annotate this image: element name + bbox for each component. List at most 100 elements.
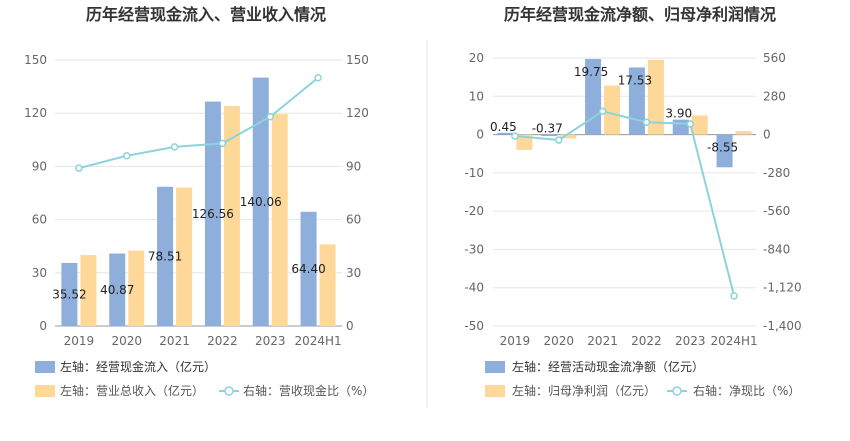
left-axis-tick-label: -40	[464, 281, 484, 295]
category-label: 2020	[543, 334, 574, 348]
legend-swatch	[485, 385, 505, 397]
right-axis-tick-label: 280	[763, 89, 786, 103]
bar-data-label: 126.56	[192, 207, 234, 221]
right-axis-tick-label: 150	[346, 53, 369, 67]
bar-secondary	[271, 114, 288, 326]
bar-primary	[204, 101, 221, 327]
ratio-point	[598, 107, 607, 116]
ratio-point	[730, 292, 738, 300]
bar-data-label: 64.40	[291, 262, 325, 276]
legend-item: 左轴：营业总收入（亿元）	[35, 383, 204, 398]
ratio-point	[511, 132, 519, 140]
right-axis-tick-label: -280	[763, 166, 790, 180]
bar-data-label: 3.90	[665, 107, 692, 121]
chart-2: 历年经营现金流净额、归母净利润情况 -50 -40 -30 -20 -10 0 10 20 -1,…	[464, 5, 801, 398]
category-label: 2022	[631, 334, 662, 348]
left-axis-tick-label: -10	[464, 166, 484, 180]
legend-swatch	[35, 361, 55, 373]
chart-title: 历年经营现金流入、营业收入情况	[86, 5, 326, 24]
legend-swatch	[35, 385, 55, 397]
category-label: 2019	[64, 334, 95, 348]
bar-primary	[672, 119, 689, 135]
bar-secondary	[647, 59, 664, 135]
right-axis-tick-label: 60	[346, 213, 361, 227]
right-axis-tick-label: 0	[763, 128, 771, 142]
legend-label: 左轴：经营现金流入（亿元）	[60, 359, 216, 374]
left-axis-tick-label: 90	[32, 159, 47, 173]
right-axis-tick-label: 90	[346, 159, 361, 173]
left-axis-tick-label: 150	[24, 53, 47, 67]
right-axis-tick-label: 560	[763, 51, 786, 65]
bar-primary	[300, 211, 317, 326]
bar-data-label: 140.06	[240, 195, 282, 209]
left-axis-tick-label: 30	[32, 266, 47, 280]
ratio-point	[266, 112, 274, 121]
ratio-point	[170, 143, 179, 151]
legend-item: 左轴：归母净利润（亿元）	[485, 383, 656, 398]
bar-data-label: 17.53	[618, 73, 652, 87]
bar-secondary	[319, 244, 336, 326]
left-axis-tick-label: 120	[24, 106, 47, 120]
legend-item: 右轴：营收现金比（%）	[219, 383, 374, 398]
left-axis-tick-label: -20	[464, 204, 484, 218]
category-label: 2022	[207, 334, 238, 348]
legend-label: 右轴：净现比（%）	[693, 383, 800, 398]
chart-title: 历年经营现金流净额、归母净利润情况	[504, 5, 776, 24]
bar-secondary	[735, 131, 752, 135]
left-axis-tick-label: -50	[464, 319, 484, 333]
ratio-point	[642, 118, 651, 127]
ratio-point	[314, 73, 322, 82]
bar-data-label: 0.45	[490, 120, 517, 134]
bar-secondary	[80, 255, 97, 326]
bar-secondary	[691, 115, 708, 135]
bar-data-label: 40.87	[100, 283, 134, 297]
right-axis-tick-label: -1,400	[763, 319, 802, 333]
bar-data-label: 19.75	[574, 65, 608, 79]
bar-secondary	[560, 134, 577, 139]
left-axis-tick-label: 0	[39, 319, 47, 333]
bar-secondary	[516, 134, 533, 150]
category-label: 2024H1	[294, 334, 341, 348]
bar-primary	[497, 132, 514, 135]
bar-primary	[541, 134, 558, 136]
legend-item: 左轴：经营活动现金流净额（亿元）	[485, 359, 704, 374]
bar-primary	[61, 263, 78, 326]
left-axis-tick-label: 60	[32, 213, 47, 227]
right-axis-tick-label: -1,120	[763, 281, 802, 295]
ratio-point	[686, 120, 694, 128]
ratio-point	[555, 136, 563, 144]
bar-primary	[628, 67, 645, 135]
ratio-line	[78, 76, 319, 170]
left-axis-tick-label: 10	[469, 89, 484, 103]
category-label: 2020	[111, 334, 142, 348]
bar-secondary	[604, 85, 621, 135]
right-axis-tick-label: -560	[763, 204, 790, 218]
right-axis-tick-label: 120	[346, 106, 369, 120]
category-label: 2019	[500, 334, 531, 348]
left-axis-tick-label: 20	[469, 51, 484, 65]
legend-label: 左轴：归母净利润（亿元）	[512, 383, 656, 398]
bar-secondary	[128, 250, 145, 326]
bar-primary	[716, 134, 733, 168]
legend-line-marker	[672, 386, 682, 396]
legend-label: 右轴：营收现金比（%）	[243, 383, 374, 398]
bar-data-label: 35.52	[52, 288, 86, 302]
right-axis-tick-label: 0	[346, 319, 354, 333]
bar-data-label: 78.51	[148, 249, 182, 263]
category-label: 2023	[675, 334, 706, 348]
legend-swatch	[485, 361, 505, 373]
left-axis-tick-label: -30	[464, 242, 484, 256]
category-label: 2021	[587, 334, 618, 348]
category-label: 2021	[159, 334, 190, 348]
ratio-line	[514, 110, 736, 297]
category-label: 2024H1	[710, 334, 757, 348]
legend-item: 右轴：净现比（%）	[667, 383, 800, 398]
bar-data-label: -8.55	[707, 141, 738, 155]
bar-primary	[109, 253, 126, 326]
legend-line-marker	[224, 386, 234, 396]
left-axis-tick-label: 0	[476, 128, 484, 142]
legend-label: 左轴：营业总收入（亿元）	[60, 383, 204, 398]
ratio-point	[123, 152, 131, 160]
